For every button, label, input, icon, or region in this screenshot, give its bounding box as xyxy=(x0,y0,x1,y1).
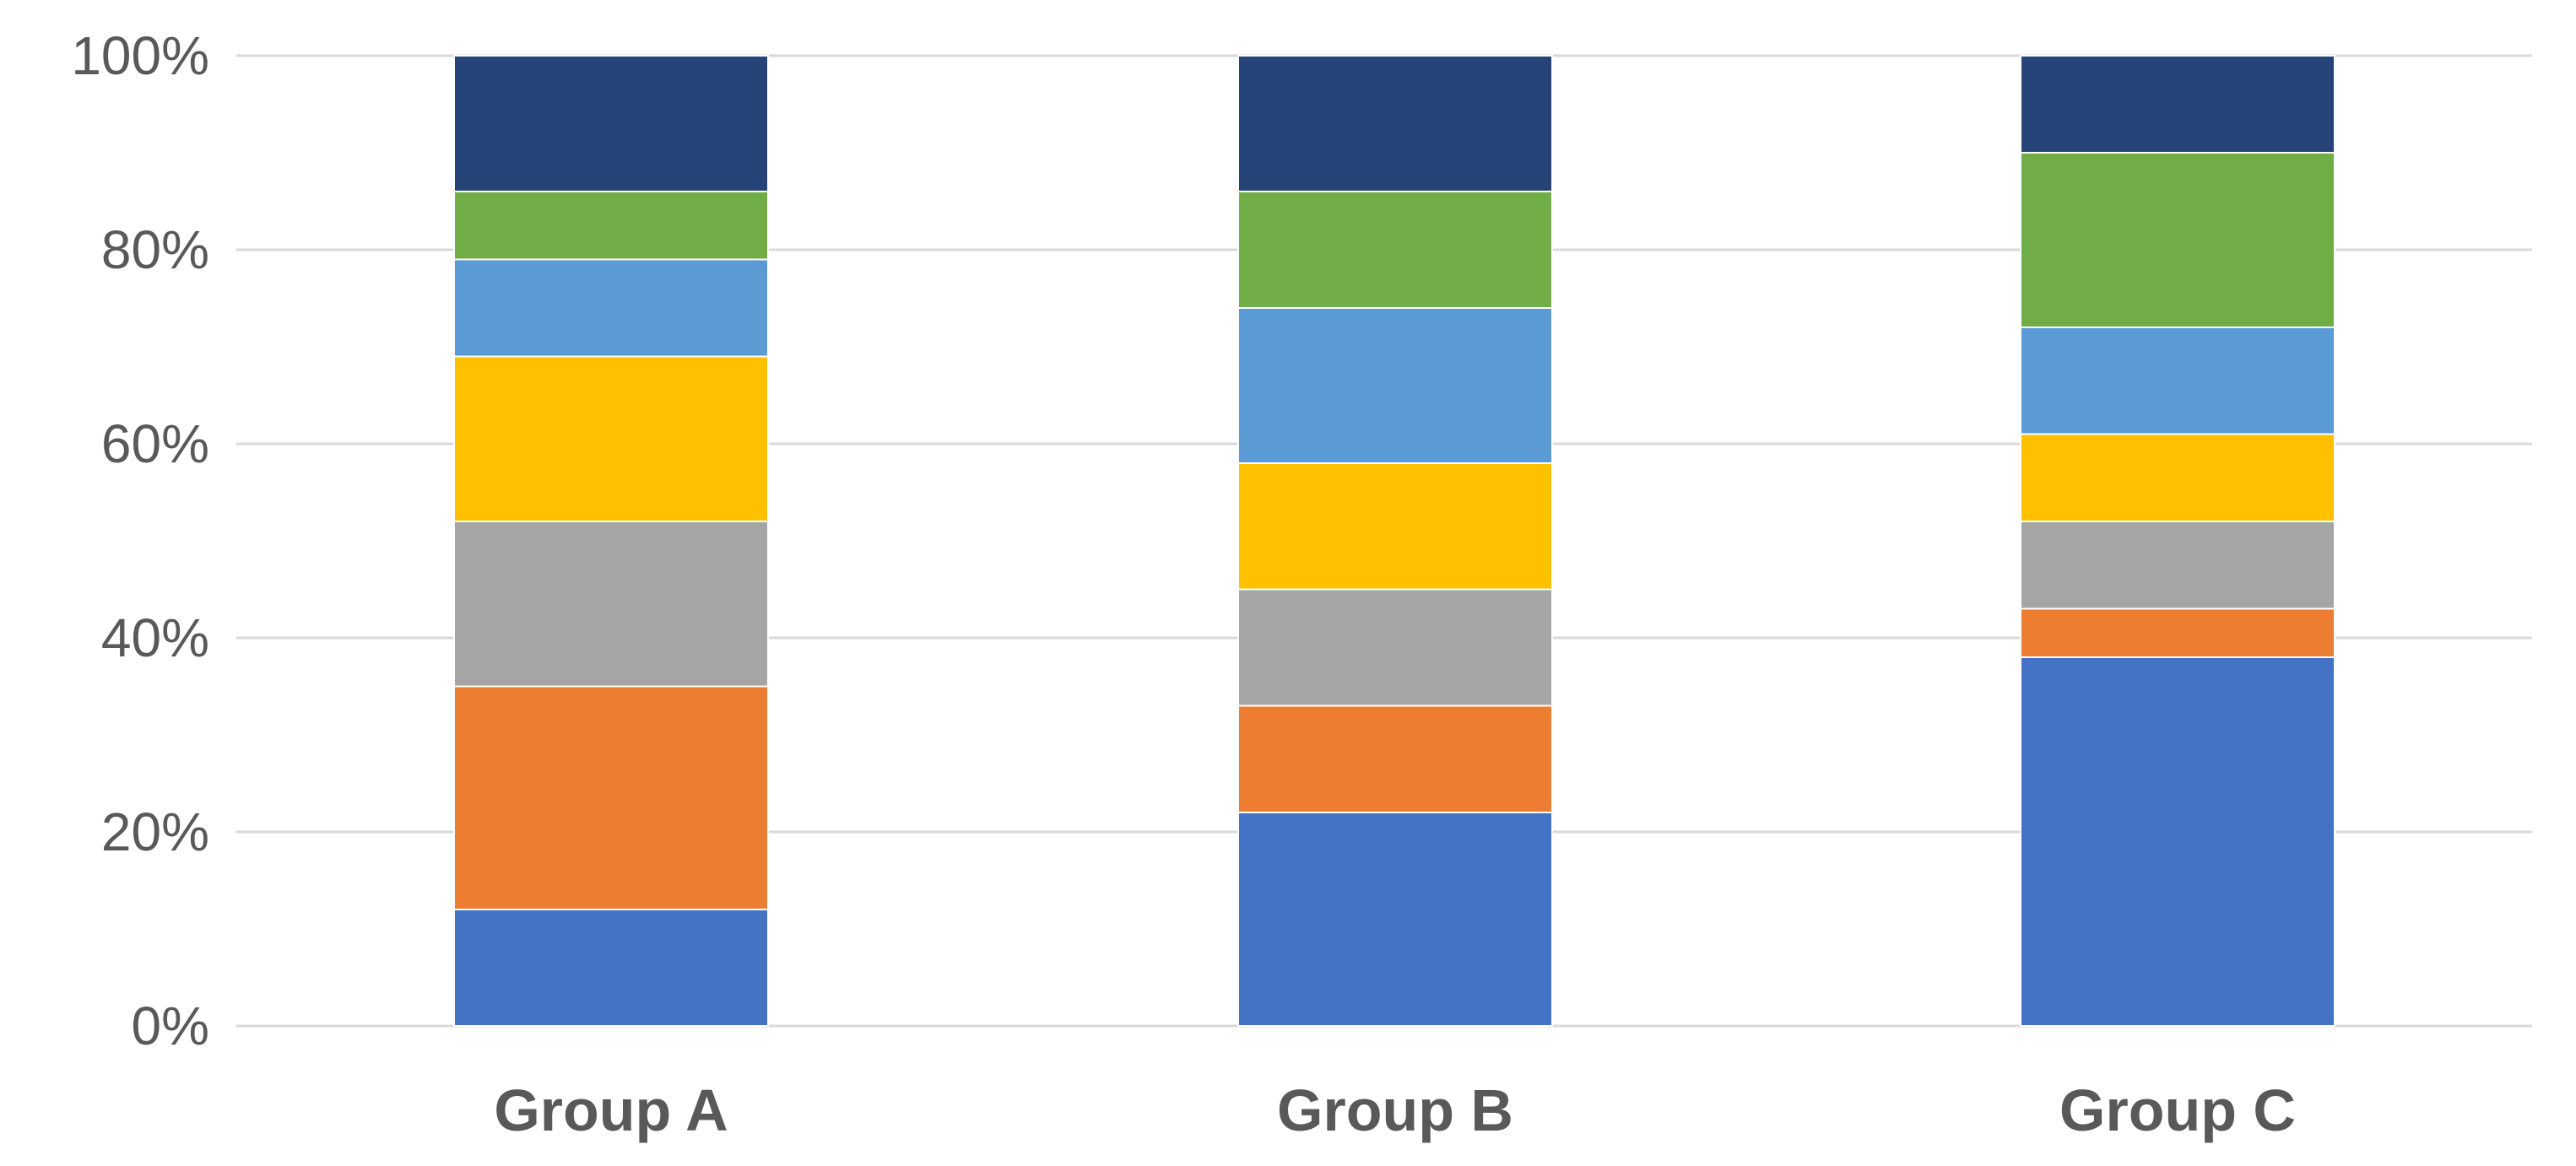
bar-segment-group-b-series-6 xyxy=(1237,191,1553,309)
bar-segment-group-b-series-3 xyxy=(1237,588,1553,707)
bar-segment-group-b-series-2 xyxy=(1237,704,1553,813)
bar-segment-group-c-series-1 xyxy=(2020,656,2335,1027)
y-tick-label: 40% xyxy=(101,607,209,668)
y-tick-label: 0% xyxy=(132,996,210,1056)
x-axis-categories: Group A Group B Group C xyxy=(494,1077,2296,1143)
bar-segment-group-b-series-4 xyxy=(1237,462,1553,591)
bar-segment-group-a-series-7 xyxy=(453,55,769,192)
y-axis-ticks: 0% 20% 40% 60% 80% 100% xyxy=(71,25,209,1056)
bar-segment-group-c-series-6 xyxy=(2020,152,2335,328)
y-tick-label: 100% xyxy=(71,25,209,86)
bar-segment-group-c-series-4 xyxy=(2020,433,2335,522)
bars-layer xyxy=(453,55,2335,1027)
bar-segment-group-b-series-7 xyxy=(1237,55,1553,192)
x-category-label: Group C xyxy=(2059,1077,2296,1143)
bar-segment-group-b-series-5 xyxy=(1237,307,1553,464)
bar-segment-group-c-series-2 xyxy=(2020,607,2335,658)
bar-segment-group-b-series-1 xyxy=(1237,812,1553,1027)
bar-segment-group-a-series-4 xyxy=(453,355,769,522)
x-category-label: Group B xyxy=(1277,1077,1513,1143)
bar-segment-group-c-series-3 xyxy=(2020,521,2335,610)
bar-segment-group-a-series-5 xyxy=(453,258,769,358)
bar-segment-group-c-series-5 xyxy=(2020,327,2335,435)
x-category-label: Group A xyxy=(494,1077,728,1143)
bar-segment-group-a-series-1 xyxy=(453,909,769,1027)
bar-segment-group-a-series-6 xyxy=(453,191,769,261)
bar-segment-group-a-series-2 xyxy=(453,685,769,910)
y-tick-label: 20% xyxy=(101,802,209,862)
y-tick-label: 60% xyxy=(101,413,209,474)
y-tick-label: 80% xyxy=(101,219,209,280)
bar-segment-group-c-series-7 xyxy=(2020,55,2335,154)
bar-segment-group-a-series-3 xyxy=(453,521,769,688)
